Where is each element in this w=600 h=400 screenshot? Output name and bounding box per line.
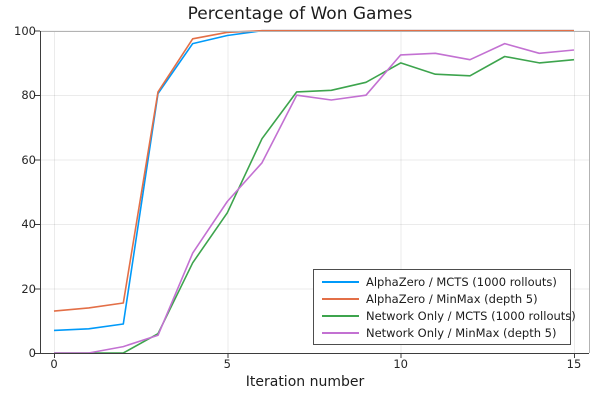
x-tick-label: 5: [223, 357, 231, 371]
y-tick-label: 100: [14, 23, 36, 38]
legend-label: AlphaZero / MinMax (depth 5): [366, 291, 538, 306]
series-line-3: [54, 42, 575, 354]
y-tick-label: 20: [21, 281, 36, 296]
legend-box: AlphaZero / MCTS (1000 rollouts) AlphaZe…: [313, 269, 576, 345]
y-tick-label: 40: [21, 217, 36, 232]
legend-item: AlphaZero / MCTS (1000 rollouts): [322, 273, 570, 290]
legend-label: Network Only / MinMax (depth 5): [366, 325, 557, 340]
series-line-1: [53, 29, 574, 312]
legend-line-swatch-blue: [322, 280, 359, 283]
x-axis-label: Iteration number: [245, 374, 365, 390]
x-tick-label: 0: [50, 357, 58, 371]
y-tick-label: 0: [28, 346, 36, 360]
y-tick-label: 80: [21, 88, 36, 103]
series-line-2: [54, 55, 575, 354]
legend-label: Network Only / MCTS (1000 rollouts): [366, 308, 576, 323]
legend-item: Network Only / MinMax (depth 5): [322, 324, 570, 341]
legend-line-swatch-orange: [322, 297, 359, 300]
legend-line-swatch-purple: [322, 331, 359, 334]
legend-item: Network Only / MCTS (1000 rollouts): [322, 307, 576, 324]
y-tick-label: 60: [21, 152, 36, 167]
legend-line-swatch-green: [322, 314, 359, 317]
chart-title: Percentage of Won Games: [187, 4, 413, 24]
legend-item: AlphaZero / MinMax (depth 5): [322, 290, 570, 307]
x-tick-label: 10: [393, 357, 408, 371]
legend-label: AlphaZero / MCTS (1000 rollouts): [366, 274, 557, 289]
x-tick-label: 15: [566, 357, 582, 371]
